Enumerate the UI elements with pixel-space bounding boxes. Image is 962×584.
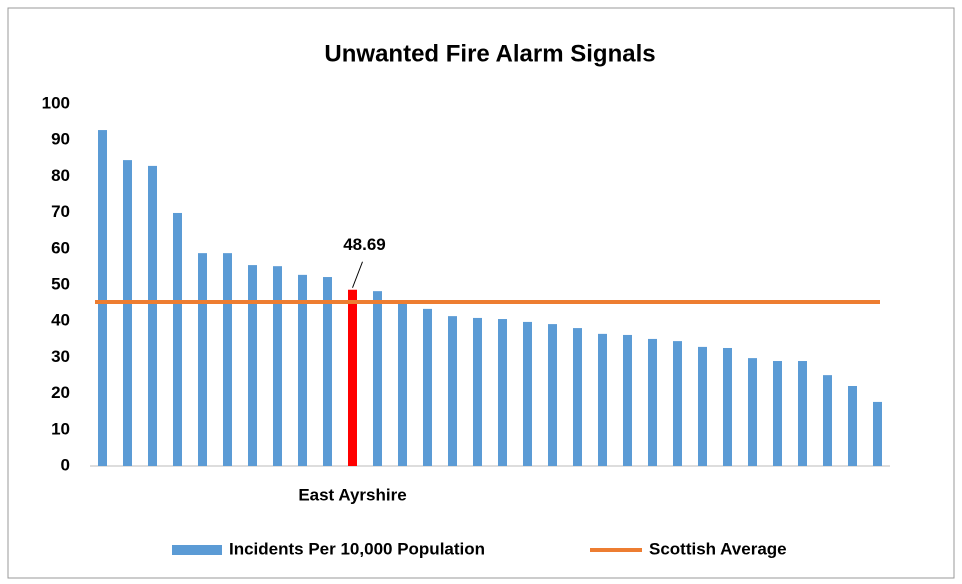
bar bbox=[498, 319, 507, 466]
y-tick-label: 10 bbox=[51, 419, 70, 438]
y-tick-label: 100 bbox=[42, 93, 70, 112]
bar bbox=[148, 165, 157, 467]
y-tick-label: 90 bbox=[51, 130, 70, 149]
bar bbox=[598, 333, 607, 466]
bar bbox=[98, 130, 107, 466]
bar bbox=[548, 324, 557, 466]
bar bbox=[198, 253, 207, 466]
bar bbox=[848, 385, 857, 466]
y-tick-label: 60 bbox=[51, 238, 70, 257]
y-tick-label: 0 bbox=[61, 455, 70, 474]
bar bbox=[823, 375, 832, 466]
bar bbox=[423, 308, 432, 466]
bar bbox=[173, 212, 182, 466]
bar bbox=[623, 334, 632, 466]
y-tick-label: 20 bbox=[51, 383, 70, 402]
bar bbox=[573, 328, 582, 466]
y-tick-label: 50 bbox=[51, 274, 70, 293]
y-tick-label: 30 bbox=[51, 347, 70, 366]
bar bbox=[273, 266, 282, 466]
bar bbox=[223, 253, 232, 466]
bar bbox=[473, 317, 482, 466]
bar bbox=[298, 274, 307, 466]
chart-title: Unwanted Fire Alarm Signals bbox=[324, 40, 655, 67]
bar bbox=[448, 316, 457, 466]
bar bbox=[773, 361, 782, 466]
data-label: 48.69 bbox=[343, 235, 386, 254]
bar bbox=[323, 277, 332, 466]
legend-label: Scottish Average bbox=[649, 539, 787, 558]
y-tick-label: 80 bbox=[51, 166, 70, 185]
x-tick-label: East Ayrshire bbox=[298, 485, 406, 504]
bar bbox=[398, 302, 407, 466]
annotation-leader bbox=[352, 261, 363, 288]
legend-label: Incidents Per 10,000 Population bbox=[229, 539, 485, 558]
legend-swatch bbox=[172, 545, 222, 555]
bar bbox=[723, 347, 732, 466]
bar bbox=[673, 341, 682, 466]
chart-frame bbox=[7, 7, 955, 579]
bar bbox=[248, 265, 257, 466]
bar bbox=[798, 361, 807, 466]
bar bbox=[373, 291, 382, 466]
y-tick-label: 40 bbox=[51, 311, 70, 330]
bar bbox=[748, 358, 757, 466]
bar bbox=[873, 401, 882, 466]
bar bbox=[698, 346, 707, 466]
bar bbox=[123, 160, 132, 467]
y-tick-label: 70 bbox=[51, 202, 70, 221]
bar bbox=[348, 289, 357, 466]
bar bbox=[648, 338, 657, 466]
bar bbox=[523, 321, 532, 466]
